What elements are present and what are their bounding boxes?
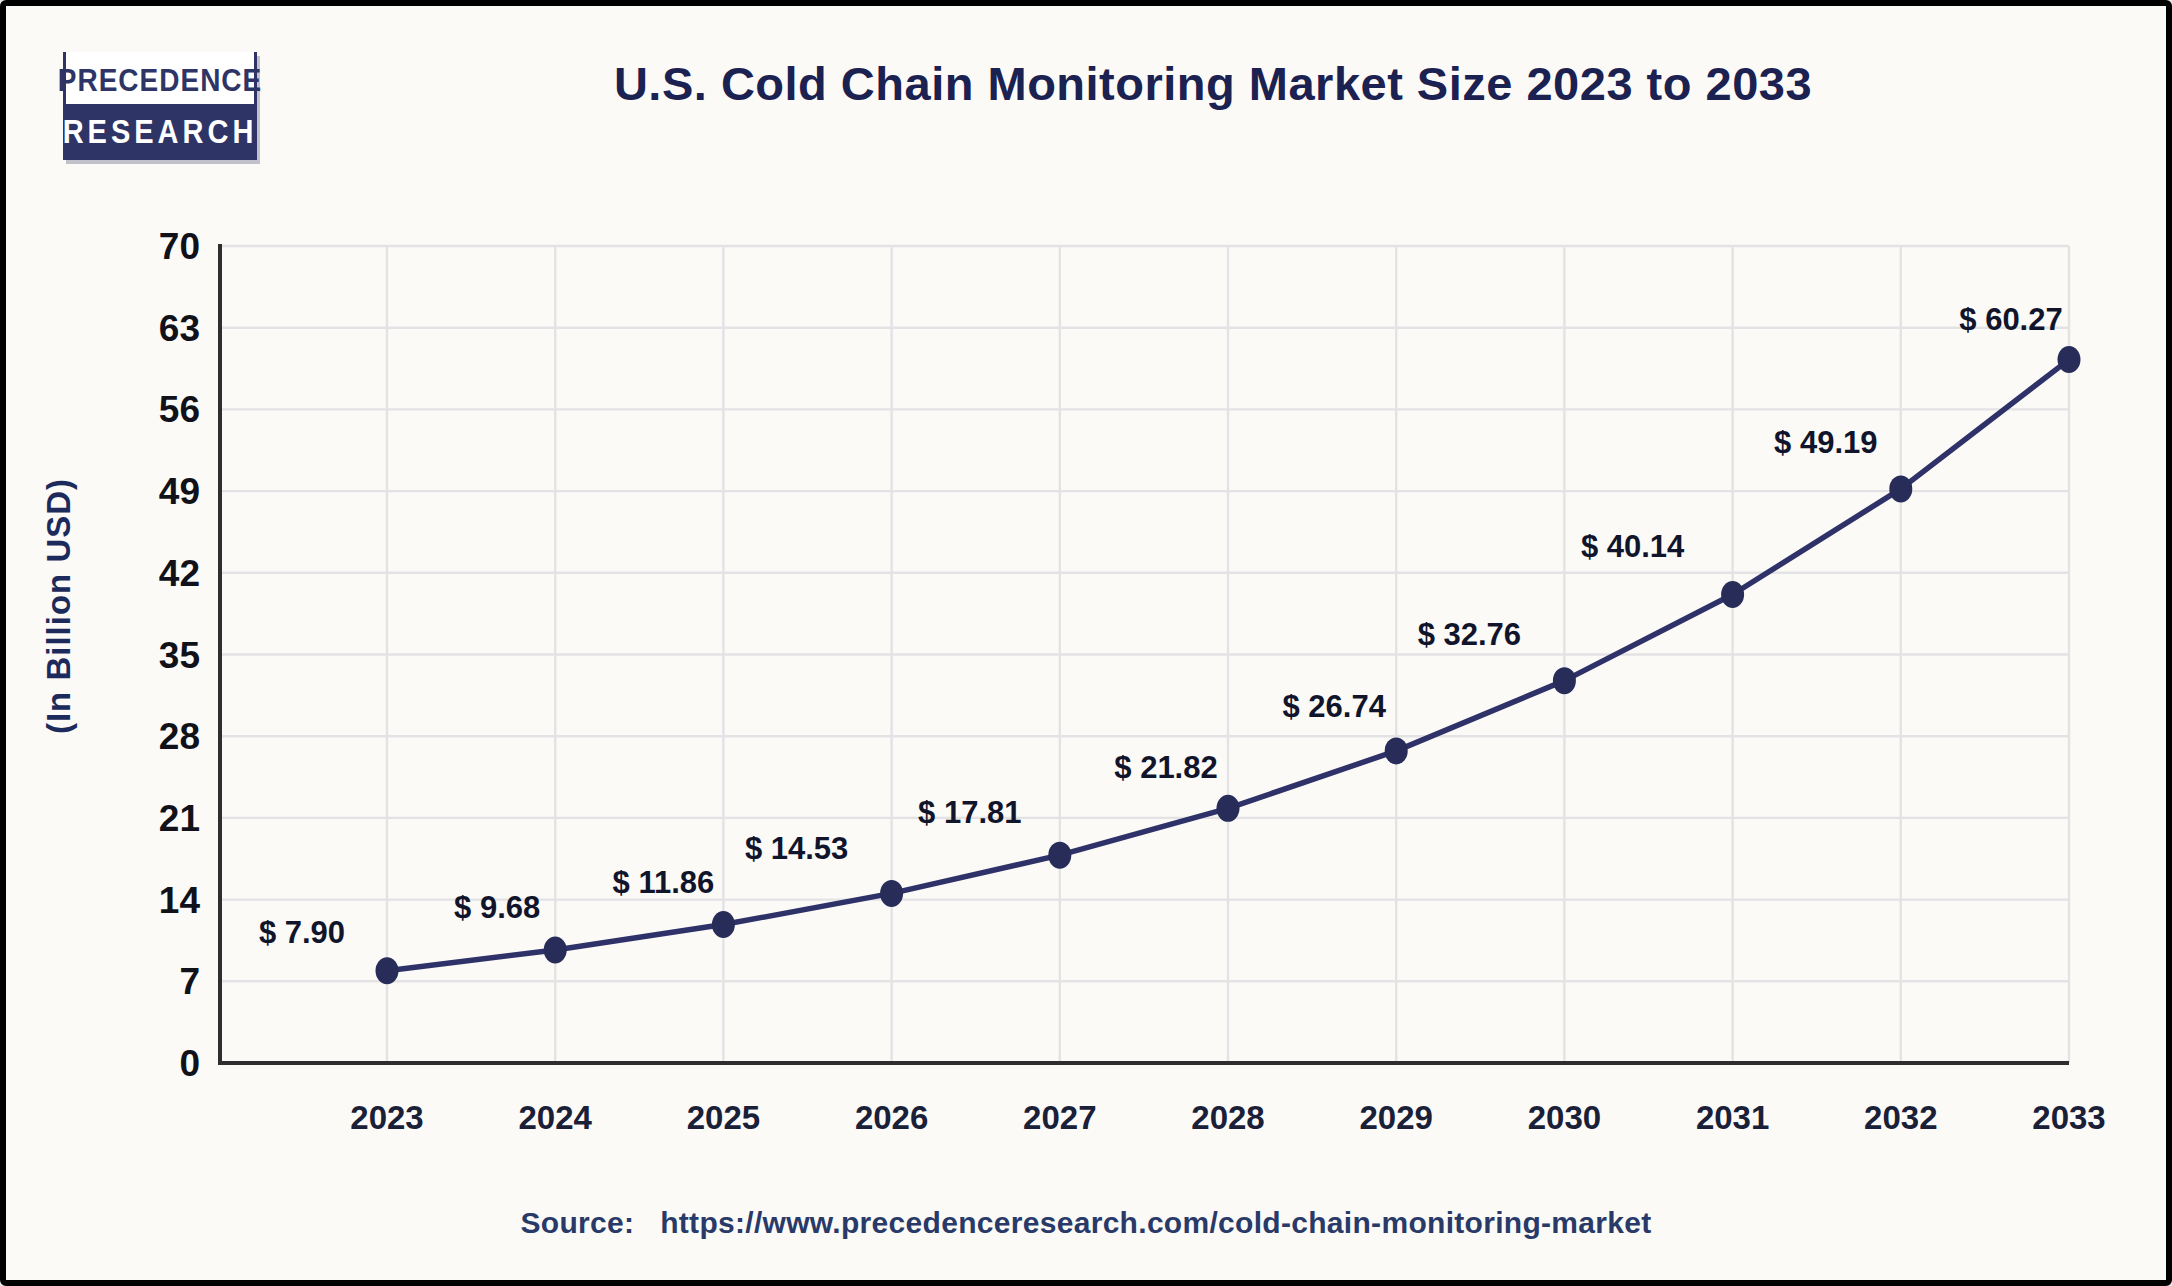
data-point-label: $ 26.74 bbox=[1282, 689, 1386, 724]
x-tick-label: 2029 bbox=[1359, 1099, 1432, 1136]
data-point bbox=[1048, 842, 1071, 869]
data-point-label: $ 9.68 bbox=[454, 890, 540, 925]
data-point bbox=[712, 911, 735, 938]
y-axis-title: (In Billion USD) bbox=[40, 478, 77, 734]
data-point-label: $ 17.81 bbox=[918, 795, 1021, 830]
data-point bbox=[1721, 581, 1744, 608]
y-tick-label: 42 bbox=[159, 553, 200, 594]
data-point-label: $ 40.14 bbox=[1581, 529, 1685, 564]
x-tick-label: 2026 bbox=[855, 1099, 928, 1136]
data-point bbox=[2058, 346, 2081, 373]
data-point bbox=[376, 957, 399, 984]
x-tick-label: 2024 bbox=[518, 1099, 592, 1136]
source-spacer bbox=[643, 1206, 652, 1239]
data-point-label: $ 49.19 bbox=[1774, 425, 1877, 460]
line-chart-canvas: $ 7.90 $ 9.68 $ 11.86 $ 14.53 $ 17.81 $ 21.82… bbox=[6, 6, 2172, 1286]
y-tick-label: 70 bbox=[159, 226, 200, 267]
y-tick-label: 49 bbox=[159, 471, 200, 512]
data-point-label: $ 32.76 bbox=[1418, 617, 1521, 652]
y-tick-label: 14 bbox=[159, 880, 201, 921]
source-url[interactable]: https://www.precedenceresearch.com/cold-… bbox=[660, 1206, 1651, 1239]
y-tick-label: 0 bbox=[179, 1043, 200, 1084]
data-point bbox=[544, 937, 567, 964]
data-point-label: $ 14.53 bbox=[745, 831, 848, 866]
data-point bbox=[880, 880, 903, 907]
x-tick-label: 2031 bbox=[1696, 1099, 1769, 1136]
source-prefix: Source: bbox=[520, 1206, 634, 1239]
source-line: Source: https://www.precedenceresearch.c… bbox=[6, 1206, 2166, 1240]
y-tick-label: 21 bbox=[159, 798, 200, 839]
x-tick-label: 2025 bbox=[687, 1099, 760, 1136]
y-tick-label: 35 bbox=[159, 635, 200, 676]
x-tick-label: 2032 bbox=[1864, 1099, 1937, 1136]
data-point-label: $ 11.86 bbox=[613, 865, 715, 900]
y-tick-label: 28 bbox=[159, 716, 200, 757]
y-tick-label: 63 bbox=[159, 308, 200, 349]
x-tick-label: 2033 bbox=[2032, 1099, 2105, 1136]
data-point bbox=[1217, 795, 1240, 822]
data-point-label: $ 7.90 bbox=[259, 915, 345, 950]
data-point bbox=[1385, 737, 1408, 764]
data-point-label: $ 60.27 bbox=[1959, 302, 2062, 337]
y-tick-label: 7 bbox=[179, 961, 200, 1002]
x-tick-label: 2023 bbox=[350, 1099, 423, 1136]
data-point bbox=[1889, 475, 1912, 502]
y-tick-label: 56 bbox=[159, 389, 200, 430]
x-tick-label: 2028 bbox=[1191, 1099, 1264, 1136]
data-point bbox=[1553, 667, 1576, 694]
data-point-label: $ 21.82 bbox=[1114, 750, 1217, 785]
chart-frame: PRECEDENCE RESEARCH U.S. Cold Chain Moni… bbox=[0, 0, 2172, 1286]
x-tick-label: 2027 bbox=[1023, 1099, 1096, 1136]
x-tick-label: 2030 bbox=[1528, 1099, 1601, 1136]
